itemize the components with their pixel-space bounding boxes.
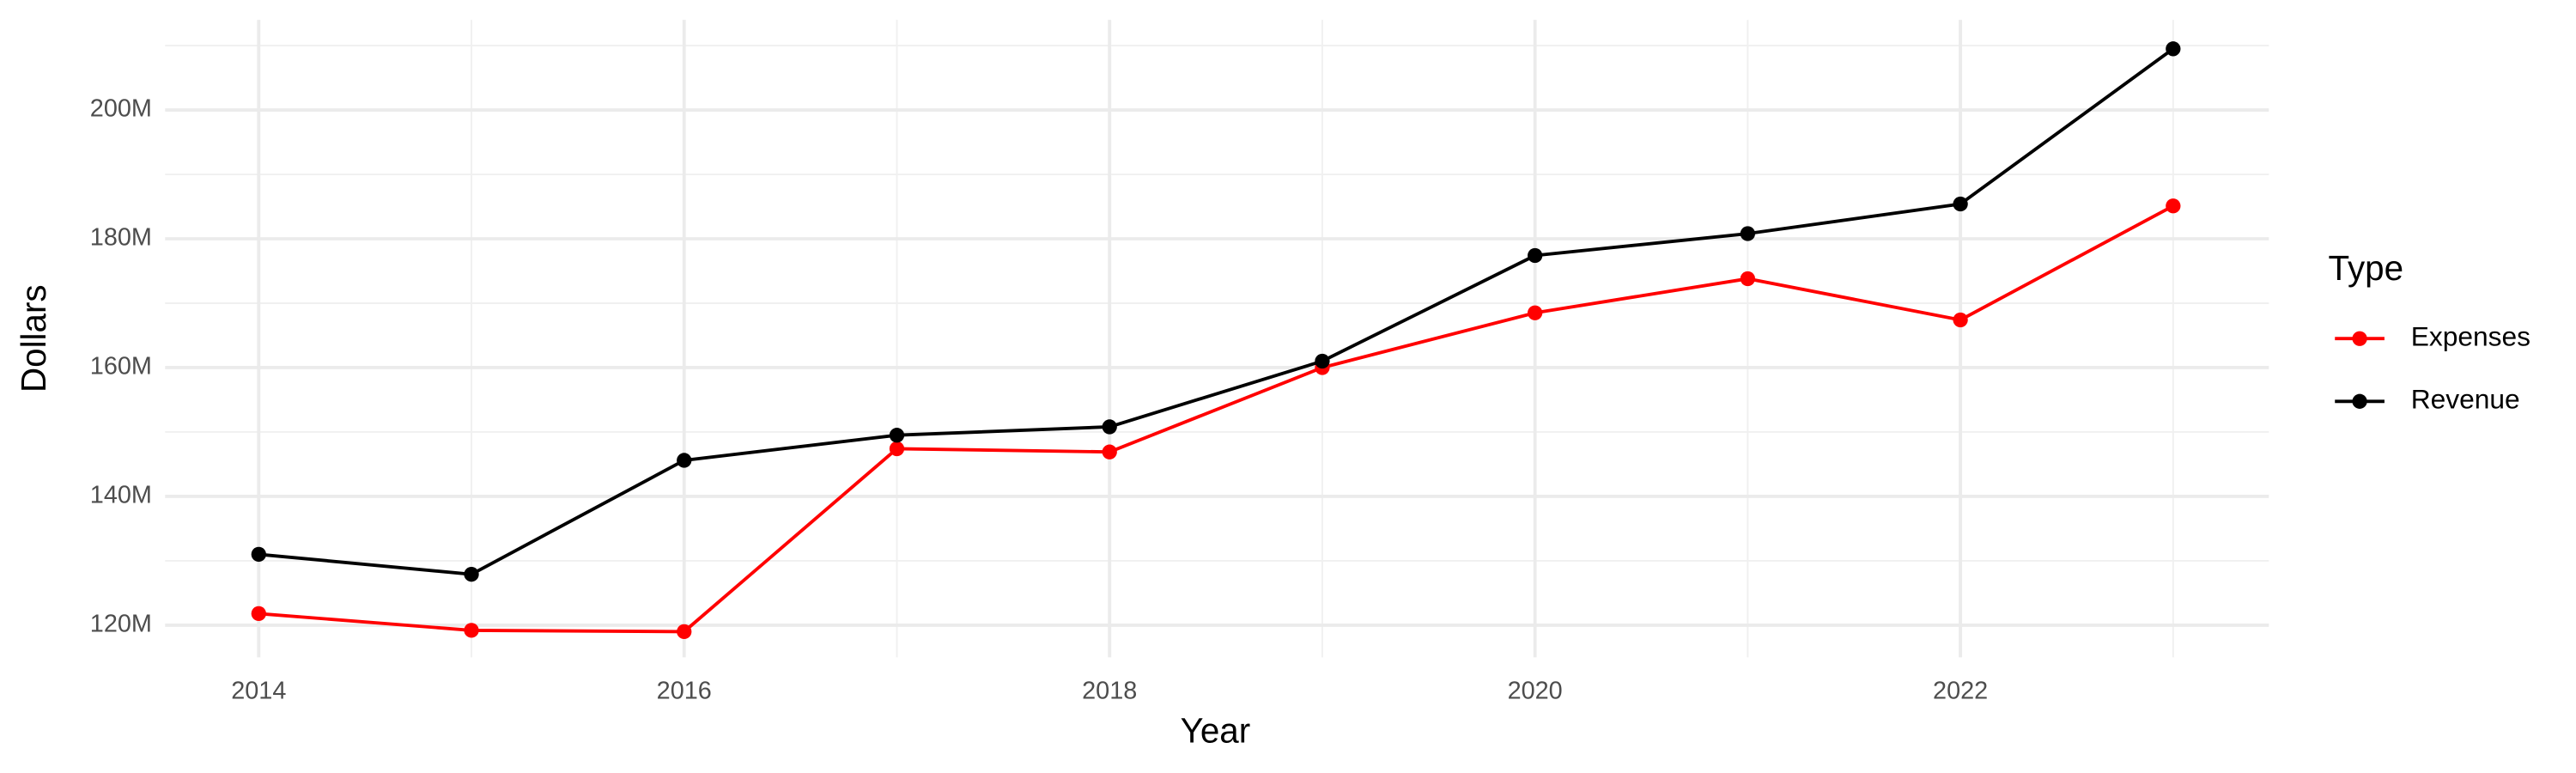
data-point <box>1102 444 1117 460</box>
data-point <box>1315 353 1330 369</box>
data-point <box>889 428 905 443</box>
data-point <box>1102 419 1117 435</box>
y-tick-label: 140M <box>90 482 152 509</box>
y-tick-label: 200M <box>90 95 152 123</box>
data-point <box>251 606 266 622</box>
y-tick-label: 180M <box>90 224 152 252</box>
data-point <box>464 567 479 582</box>
data-point <box>1953 196 1968 212</box>
data-point <box>2166 41 2181 57</box>
series-line <box>258 204 2174 634</box>
legend-label: Expenses <box>2411 321 2530 352</box>
legend-marker <box>2352 331 2367 346</box>
legend-label: Revenue <box>2411 384 2520 415</box>
x-tick-label: 2016 <box>657 677 712 704</box>
data-point <box>1740 226 1756 241</box>
x-axis-title: Year <box>1181 711 1251 751</box>
x-tick-label: 2018 <box>1082 677 1137 704</box>
y-tick-label: 160M <box>90 353 152 380</box>
legend-title: Type <box>2329 248 2404 288</box>
data-point <box>1953 312 1968 328</box>
y-axis-title: Dollars <box>14 284 53 393</box>
data-point <box>677 624 692 640</box>
series-line <box>258 47 2174 576</box>
data-point <box>677 453 692 468</box>
data-point <box>464 623 479 638</box>
legend-marker <box>2352 393 2367 409</box>
data-point <box>889 441 905 457</box>
data-point <box>251 546 266 563</box>
data-point <box>2166 198 2181 214</box>
data-point <box>1740 271 1756 287</box>
y-tick-label: 120M <box>90 611 152 638</box>
data-point <box>1528 305 1543 320</box>
x-tick-label: 2014 <box>231 677 286 704</box>
x-tick-label: 2022 <box>1933 677 1988 704</box>
x-tick-label: 2020 <box>1508 677 1563 704</box>
data-point <box>1528 247 1543 264</box>
